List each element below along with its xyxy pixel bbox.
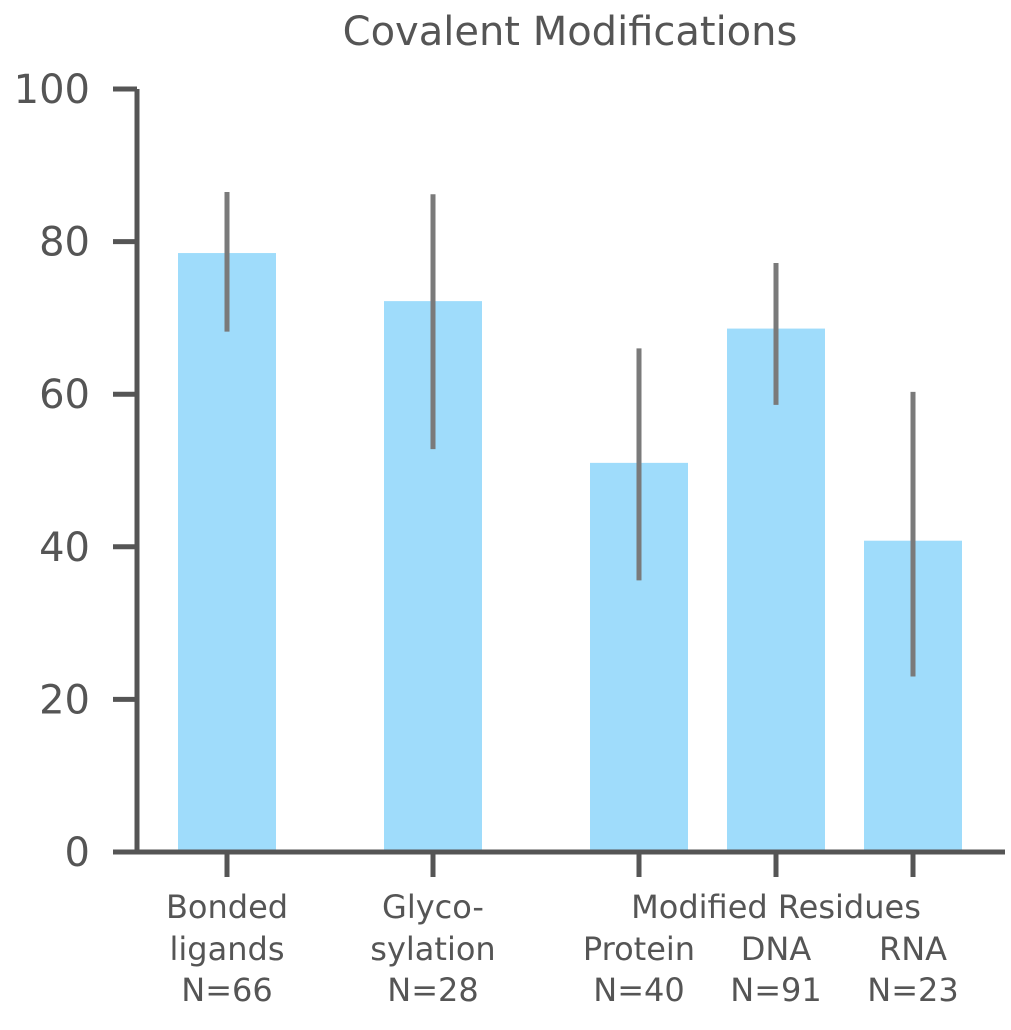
x-tick-label: ligands: [170, 930, 285, 968]
bar: [178, 253, 276, 853]
x-tick-label: sylation: [370, 930, 495, 968]
x-tick-label: Glyco-: [382, 888, 484, 926]
x-tick-label: N=40: [593, 971, 684, 1009]
x-tick-label: Bonded: [166, 888, 288, 926]
x-tick-label: RNA: [879, 930, 947, 968]
x-tick-label: N=91: [730, 971, 821, 1009]
y-tick-label: 80: [39, 220, 90, 266]
x-tick-label: N=28: [387, 971, 478, 1009]
y-tick-label: 40: [39, 525, 90, 571]
x-tick-label: DNA: [741, 930, 812, 968]
y-tick-label: 20: [39, 677, 90, 723]
x-tick-label: Protein: [583, 930, 695, 968]
chart-title: Covalent Modifications: [343, 9, 798, 55]
y-tick-label: 0: [65, 830, 90, 876]
x-tick-label: N=23: [867, 971, 958, 1009]
x-tick-label: N=66: [181, 971, 272, 1009]
y-tick-label: 100: [14, 67, 90, 113]
y-tick-label: 60: [39, 372, 90, 418]
group-label: Modified Residues: [631, 888, 921, 926]
bar: [727, 328, 825, 852]
